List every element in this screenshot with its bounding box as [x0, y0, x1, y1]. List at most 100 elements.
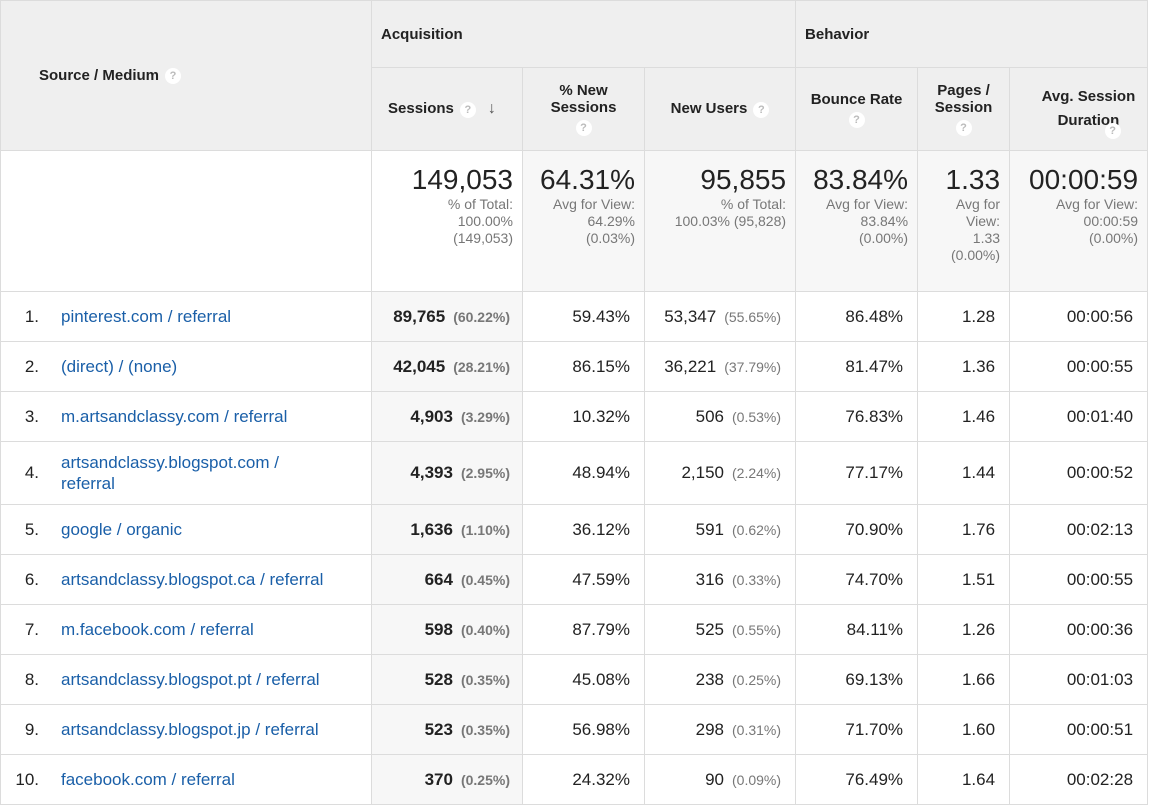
sessions-value: 598: [424, 619, 453, 639]
help-icon[interactable]: ?: [753, 101, 770, 118]
bounce-rate-cell: 86.48%: [795, 291, 919, 342]
source-medium-link[interactable]: google / organic: [61, 519, 182, 540]
sessions-percent: (60.22%): [453, 308, 510, 325]
pages-session-header[interactable]: Pages / Session?: [917, 67, 1011, 151]
source-medium-link[interactable]: m.artsandclassy.com / referral: [61, 406, 287, 427]
source-medium-cell: 6. artsandclassy.blogspot.ca / referral: [0, 554, 372, 605]
sessions-cell: 664 (0.45%): [371, 554, 523, 605]
new-users-cell: 2,150 (2.24%): [643, 441, 797, 505]
pct-new-sessions-cell: 48.94%: [522, 441, 645, 505]
new-users-cell: 90 (0.09%): [643, 754, 797, 805]
source-medium-link[interactable]: artsandclassy.blogspot.jp / referral: [61, 719, 319, 740]
sessions-value: 664: [424, 569, 453, 589]
sessions-header[interactable]: Sessions? ↓: [371, 67, 523, 151]
help-icon[interactable]: ?: [1104, 123, 1121, 140]
table-row: 10. facebook.com / referral 370 (0.25%) 24.3…: [0, 754, 1149, 805]
pages-session-cell: 1.26: [917, 604, 1011, 655]
avg-duration-cell: 00:00:51: [1009, 704, 1149, 755]
pages-session-cell: 1.36: [917, 341, 1011, 392]
help-icon[interactable]: ?: [165, 68, 182, 85]
pct-new-sessions-cell: 45.08%: [522, 654, 645, 705]
source-medium-link[interactable]: pinterest.com / referral: [61, 306, 231, 327]
sessions-value: 528: [424, 669, 453, 689]
source-medium-link[interactable]: facebook.com / referral: [61, 769, 235, 790]
row-number: 8.: [24, 669, 39, 689]
sessions-percent: (28.21%): [453, 358, 510, 375]
sessions-cell: 4,393 (2.95%): [371, 441, 523, 505]
source-medium-cell: 1. pinterest.com / referral: [0, 291, 372, 342]
bounce-rate-label: Bounce Rate: [810, 90, 903, 108]
bounce-rate-cell: 76.49%: [795, 754, 919, 805]
source-medium-text: (direct) / (none): [61, 357, 178, 376]
pct-new-sessions-cell: 24.32%: [522, 754, 645, 805]
pages-session-cell: 1.44: [917, 441, 1011, 505]
source-medium-link[interactable]: (direct) / (none): [61, 356, 177, 377]
new-users-percent: (0.53%): [732, 408, 782, 425]
new-users-value: 36,221: [664, 356, 717, 376]
bounce-rate-cell: 70.90%: [795, 504, 919, 555]
new-users-percent: (2.24%): [732, 465, 782, 481]
source-medium-link[interactable]: artsandclassy.blogspot.pt / referral: [61, 669, 320, 690]
new-users-header[interactable]: New Users?: [643, 67, 797, 151]
source-medium-cell: 3. m.artsandclassy.com / referral: [0, 391, 372, 442]
source-medium-text: artsandclassy.blogspot.com /: [61, 453, 279, 472]
new-users-value: 525: [695, 619, 724, 639]
sessions-cell: 89,765 (60.22%): [371, 291, 523, 342]
acquisition-group-header: Acquisition: [370, 0, 797, 68]
totals-avg-duration: 00:00:59 Avg for View: 00:00:59 (0.00%): [1009, 150, 1149, 292]
new-users-value: 53,347: [664, 306, 717, 326]
sessions-cell: 523 (0.35%): [371, 704, 523, 755]
new-users-value: 298: [695, 719, 724, 739]
totals-value: 95,855: [700, 164, 787, 195]
new-users-value: 2,150: [681, 463, 724, 482]
new-users-percent: (55.65%): [724, 308, 782, 325]
source-medium-link[interactable]: m.facebook.com / referral: [61, 619, 254, 640]
bounce-rate-header[interactable]: Bounce Rate?: [795, 67, 919, 151]
pct-new-sessions-cell: 59.43%: [522, 291, 645, 342]
pct-new-sessions-header[interactable]: % New Sessions?: [522, 67, 645, 151]
source-medium-cell: 4. artsandclassy.blogspot.com / referral: [0, 441, 372, 505]
table-row: 1. pinterest.com / referral 89,765 (60.22%)…: [0, 291, 1149, 342]
totals-note: Avg for View:: [826, 196, 909, 212]
row-number: 2.: [24, 356, 39, 376]
source-medium-link[interactable]: artsandclassy.blogspot.com / referral: [61, 452, 279, 494]
source-medium-text: referral: [61, 474, 115, 493]
totals-note: Avg for View:: [1056, 196, 1139, 212]
row-number: 7.: [24, 619, 39, 639]
new-users-percent: (0.09%): [732, 771, 782, 788]
bounce-rate-cell: 76.83%: [795, 391, 919, 442]
sort-descending-icon[interactable]: ↓: [487, 100, 496, 118]
table-row: 6. artsandclassy.blogspot.ca / referral 66…: [0, 554, 1149, 605]
new-users-value: 591: [695, 519, 724, 539]
totals-blank: [0, 150, 372, 292]
bounce-rate-cell: 84.11%: [795, 604, 919, 655]
table-row: 9. artsandclassy.blogspot.jp / referral 52…: [0, 704, 1149, 755]
new-users-percent: (0.62%): [732, 521, 782, 538]
totals-note: (149,053): [453, 230, 513, 246]
source-medium-text: m.facebook.com / referral: [61, 620, 254, 639]
sessions-value: 89,765: [393, 306, 446, 326]
totals-note: 1.33: [972, 230, 1001, 246]
sessions-percent: (0.40%): [460, 621, 510, 638]
new-users-cell: 298 (0.31%): [643, 704, 797, 755]
row-number: 10.: [15, 769, 39, 789]
sessions-label: Sessions: [388, 100, 454, 118]
source-medium-cell: 10. facebook.com / referral: [0, 754, 372, 805]
row-number: 5.: [24, 519, 39, 539]
avg-session-duration-header[interactable]: Avg. Session Duration ?: [1009, 67, 1149, 151]
help-icon[interactable]: ?: [848, 111, 865, 128]
source-medium-header[interactable]: Source / Medium?: [0, 0, 372, 151]
sessions-percent: (0.35%): [460, 671, 510, 688]
pct-new-sessions-cell: 87.79%: [522, 604, 645, 655]
source-medium-text: artsandclassy.blogspot.ca / referral: [61, 570, 324, 589]
totals-note: % of Total:: [720, 196, 787, 212]
help-icon[interactable]: ?: [459, 101, 476, 118]
new-users-cell: 591 (0.62%): [643, 504, 797, 555]
help-icon[interactable]: ?: [575, 120, 592, 136]
help-icon[interactable]: ?: [955, 120, 972, 136]
table-row: 7. m.facebook.com / referral 598 (0.40%) 87.…: [0, 604, 1149, 655]
avg-duration-cell: 00:00:56: [1009, 291, 1149, 342]
row-number: 4.: [24, 463, 39, 482]
bounce-rate-cell: 81.47%: [795, 341, 919, 392]
source-medium-link[interactable]: artsandclassy.blogspot.ca / referral: [61, 569, 323, 590]
